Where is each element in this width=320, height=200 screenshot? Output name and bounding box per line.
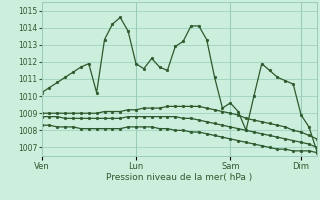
X-axis label: Pression niveau de la mer( hPa ): Pression niveau de la mer( hPa )	[106, 173, 252, 182]
